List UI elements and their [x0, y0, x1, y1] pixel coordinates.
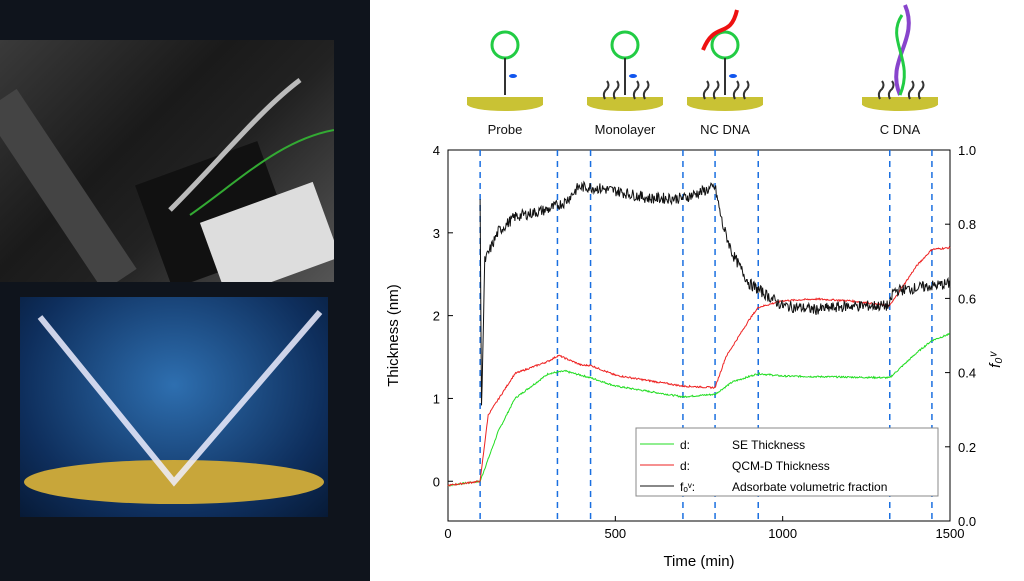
schematic-label: NC DNA — [700, 122, 750, 137]
y-tick-label: 4 — [433, 143, 440, 158]
y2-tick-label: 0.0 — [958, 514, 976, 529]
hairpin-probe-loop — [490, 30, 520, 60]
hairpin-probe-loop — [610, 30, 640, 60]
y2-tick-label: 0.8 — [958, 217, 976, 232]
hairpin-probe-loop — [710, 30, 740, 60]
x-tick-label: 1500 — [936, 526, 965, 541]
x-tick-label: 500 — [604, 526, 626, 541]
y-tick-label: 2 — [433, 309, 440, 324]
duplex-dna — [895, 14, 906, 96]
y-axis-label: Thickness (nm) — [385, 284, 402, 387]
series-line-1 — [447, 246, 951, 487]
quencher-marker — [629, 74, 637, 78]
y2-axis-label: f₀ᵛ — [987, 350, 1004, 367]
gold-substrate — [587, 97, 663, 105]
y2-tick-label: 1.0 — [958, 143, 976, 158]
y-tick-label: 0 — [433, 474, 440, 489]
legend-symbol: d: — [680, 438, 690, 452]
legend-symbol: d: — [680, 459, 690, 473]
gold-substrate — [687, 97, 763, 105]
legend-label: SE Thickness — [732, 438, 805, 452]
legend — [635, 427, 939, 497]
schematic-label: Probe — [488, 122, 523, 137]
schematic-label: Monolayer — [595, 122, 656, 137]
left-image-panel — [0, 0, 370, 581]
monolayer-molecule — [632, 80, 640, 100]
ellipsometry-illustration — [20, 297, 328, 517]
y2-tick-label: 0.2 — [958, 440, 976, 455]
x-axis-label: Time (min) — [663, 553, 734, 570]
monolayer-molecule — [712, 80, 720, 100]
monolayer-molecule — [742, 80, 750, 100]
monolayer-molecule — [602, 80, 610, 100]
plot-frame — [447, 149, 951, 522]
y-tick-label: 3 — [433, 226, 440, 241]
instrument-photo — [0, 40, 341, 299]
quencher-marker — [509, 74, 517, 78]
gold-substrate — [467, 97, 543, 105]
monolayer-molecule — [887, 80, 895, 100]
monolayer-molecule — [732, 80, 740, 100]
x-tick-label: 1000 — [768, 526, 797, 541]
gold-substrate — [862, 97, 938, 105]
duplex-dna — [894, 4, 911, 96]
schematic-label: C DNA — [880, 122, 921, 137]
series-line-0 — [447, 332, 951, 487]
x-tick-label: 0 — [444, 526, 451, 541]
monolayer-molecule — [642, 80, 650, 100]
monolayer-molecule — [907, 80, 915, 100]
y2-tick-label: 0.4 — [958, 366, 976, 381]
y-tick-label: 1 — [433, 391, 440, 406]
series-line-2 — [479, 180, 951, 406]
legend-label: QCM-D Thickness — [732, 459, 830, 473]
legend-label: Adsorbate volumetric fraction — [732, 480, 887, 494]
noncomplementary-dna — [701, 9, 739, 51]
monolayer-molecule — [612, 80, 620, 100]
monolayer-molecule — [877, 80, 885, 100]
quencher-marker — [729, 74, 737, 78]
monolayer-molecule — [702, 80, 710, 100]
y2-tick-label: 0.6 — [958, 291, 976, 306]
chart: Probe Monolayer NC DNA C DNA 0 500 1000 1500 0 1 2… — [385, 4, 1004, 570]
legend-symbol: fₒᵛ: — [680, 480, 695, 494]
monolayer-molecule — [917, 80, 925, 100]
